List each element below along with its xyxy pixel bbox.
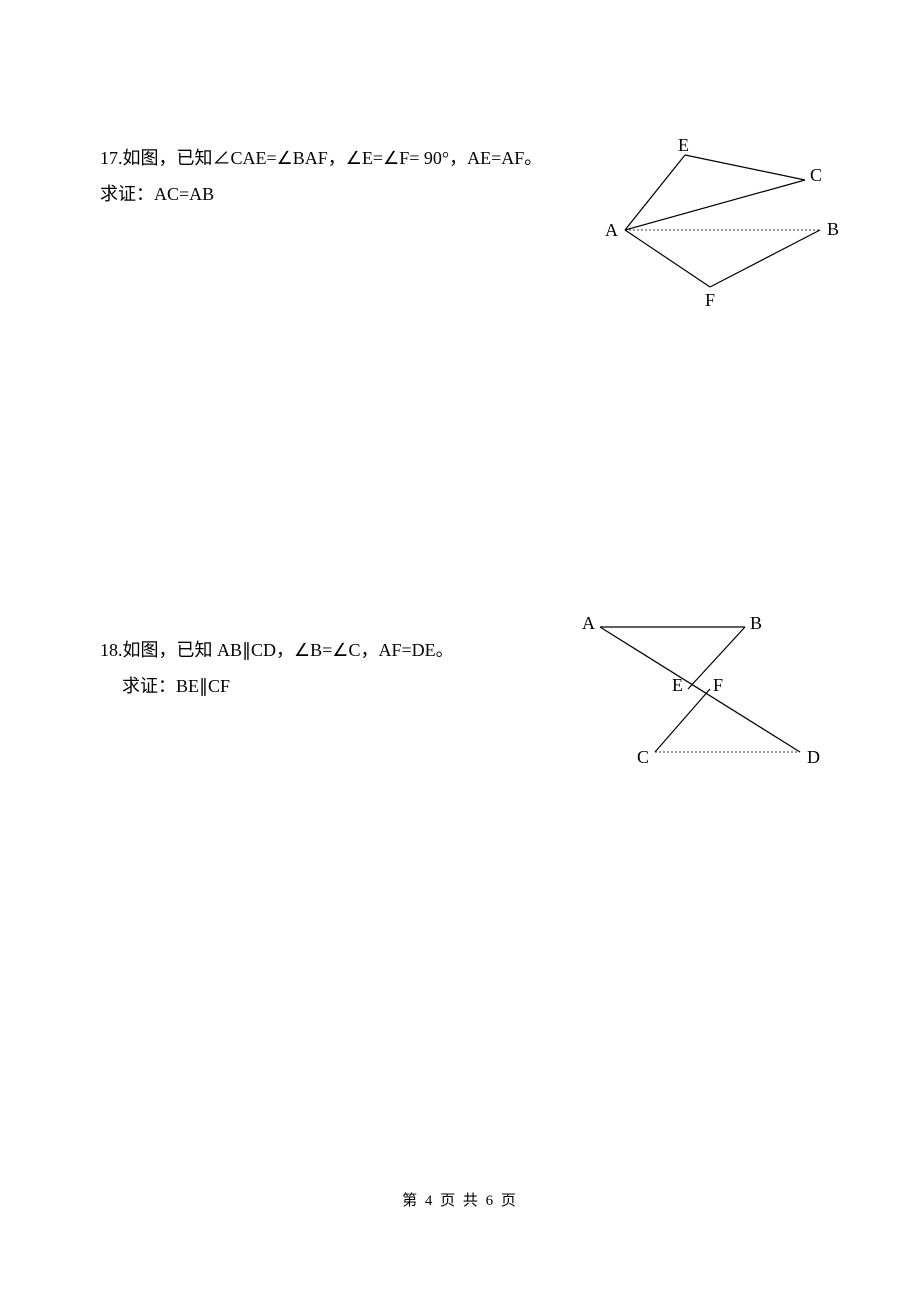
problem-17: 17.如图，已知∠CAE=∠BAF，∠E=∠F= 90°，AE=AF。 求证：A…: [100, 140, 820, 212]
label-F2: F: [713, 675, 723, 696]
problem-17-figure: E C B A F: [605, 135, 830, 305]
label-C2: C: [637, 747, 649, 768]
problem-18-line-1: 18.如图，已知 AB∥CD，∠B=∠C，AF=DE。: [100, 632, 580, 668]
edge-AD: [600, 627, 800, 752]
problem-17-line-1: 17.如图，已知∠CAE=∠BAF，∠E=∠F= 90°，AE=AF。: [100, 140, 580, 176]
edge-AE: [625, 155, 685, 230]
edge-EC: [685, 155, 805, 180]
label-F: F: [705, 290, 715, 311]
problem-18-line-2: 求证：BE∥CF: [100, 668, 580, 704]
label-E2: E: [672, 675, 683, 696]
problem-18-svg: [570, 607, 830, 782]
label-A2: A: [582, 613, 595, 634]
label-B: B: [827, 219, 839, 240]
edge-AC: [625, 180, 805, 230]
footer-text: 第 4 页 共 6 页: [402, 1193, 518, 1209]
edge-CF: [655, 689, 710, 752]
edge-FB: [710, 230, 820, 287]
label-A: A: [605, 220, 618, 241]
problem-18-figure: A B E F C D: [570, 607, 830, 782]
problem-18: 18.如图，已知 AB∥CD，∠B=∠C，AF=DE。 求证：BE∥CF A B…: [100, 632, 820, 704]
label-C: C: [810, 165, 822, 186]
problem-17-svg: [605, 135, 830, 305]
label-E: E: [678, 135, 689, 156]
edge-AF: [625, 230, 710, 287]
problem-17-line-2: 求证：AC=AB: [100, 176, 580, 212]
label-D2: D: [807, 747, 820, 768]
problem-18-text: 18.如图，已知 AB∥CD，∠B=∠C，AF=DE。 求证：BE∥CF: [100, 632, 580, 704]
page-footer: 第 4 页 共 6 页: [0, 1189, 920, 1210]
page-container: 17.如图，已知∠CAE=∠BAF，∠E=∠F= 90°，AE=AF。 求证：A…: [0, 0, 920, 1300]
label-B2: B: [750, 613, 762, 634]
problem-17-text: 17.如图，已知∠CAE=∠BAF，∠E=∠F= 90°，AE=AF。 求证：A…: [100, 140, 580, 212]
